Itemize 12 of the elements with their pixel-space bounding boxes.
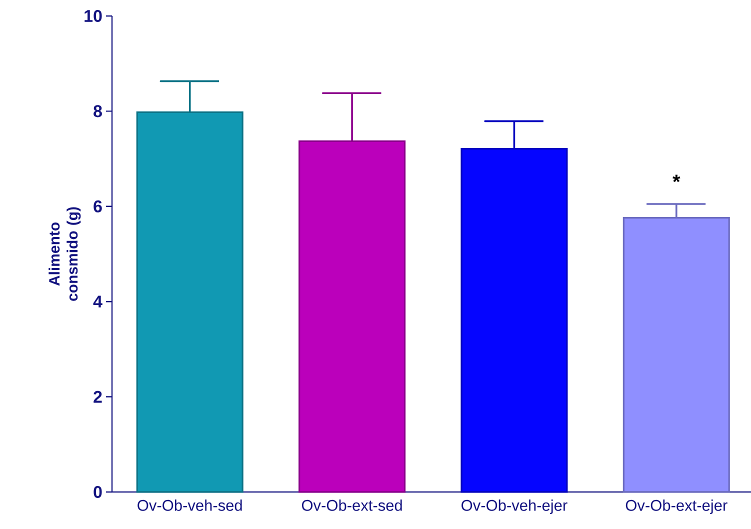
y-tick-label: 6 bbox=[94, 200, 102, 212]
y-tick-label: 8 bbox=[94, 105, 102, 118]
y-tick-label: 0 bbox=[94, 486, 102, 498]
x-tick-label: Ov-Ob-ext-ejer bbox=[626, 500, 728, 514]
annotation: * bbox=[672, 174, 680, 182]
x-tick-label: Ov-Ob-ext-sed bbox=[302, 500, 402, 511]
y-tick-label: 4 bbox=[93, 296, 102, 308]
y-tick-label: 2 bbox=[94, 390, 102, 403]
y-tick-label: 10 bbox=[84, 10, 102, 22]
x-tick-label: Ov-Ob-veh-ejer bbox=[462, 500, 568, 514]
x-tick-label: Ov-Ob-veh-sed bbox=[138, 500, 242, 511]
y-axis-title: Alimento consmido (g) bbox=[48, 207, 81, 301]
